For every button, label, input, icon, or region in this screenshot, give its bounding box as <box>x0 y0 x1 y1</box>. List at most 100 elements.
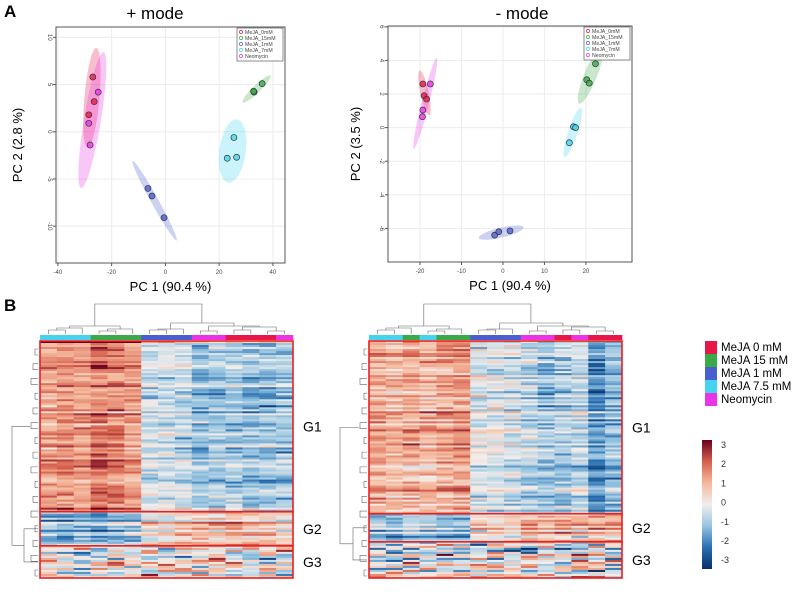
heatmap-cell <box>436 427 454 430</box>
heatmap-cell <box>554 565 572 569</box>
heatmap-cell <box>191 489 209 492</box>
heatmap-cell <box>571 461 589 464</box>
data-point <box>144 185 152 192</box>
heatmap-cell <box>73 563 91 567</box>
heatmap-cell <box>276 447 294 450</box>
heatmap-cell <box>174 397 193 400</box>
heatmap-cell <box>174 497 193 500</box>
heatmap-cell <box>554 369 572 372</box>
heatmap-cell <box>385 417 404 420</box>
heatmap-cell <box>487 499 505 502</box>
heatmap-cell <box>191 399 209 402</box>
heatmap-cell <box>385 521 404 525</box>
heatmap-cell <box>605 371 623 374</box>
heatmap-cell <box>503 361 522 364</box>
data-point <box>223 154 231 162</box>
heatmap-cell <box>436 515 454 519</box>
heatmap-cell <box>141 429 159 432</box>
heatmap-cell <box>225 519 243 523</box>
heatmap-cell <box>174 411 193 414</box>
heatmap-cell <box>73 471 91 474</box>
y-tick-label: 0 <box>378 126 384 130</box>
heatmap-cell <box>242 389 260 392</box>
heatmap-cell <box>369 553 387 557</box>
data-point <box>233 153 240 161</box>
heatmap-cell <box>276 503 294 506</box>
heatmap-cell <box>191 349 209 352</box>
heatmap-cell <box>107 385 125 388</box>
heatmap-cell <box>503 387 522 390</box>
row-dendrogram-branch <box>30 378 38 385</box>
heatmap-cell <box>90 457 108 460</box>
heatmap-cell <box>242 425 260 428</box>
heatmap-cell <box>369 495 387 498</box>
heatmap-cell <box>537 471 555 474</box>
heatmap-cell <box>520 423 538 426</box>
heatmap-cell <box>554 427 572 430</box>
heatmap-cell <box>225 455 243 458</box>
heatmap-cell <box>141 423 159 426</box>
heatmap-cell <box>40 567 58 571</box>
heatmap-cell <box>436 457 454 460</box>
heatmap-cell <box>554 539 572 543</box>
heatmap-cell <box>487 553 505 557</box>
heatmap-cell <box>40 469 58 472</box>
heatmap-cell <box>107 555 125 559</box>
heatmap-cell <box>242 549 260 553</box>
heatmap-cell <box>369 561 387 565</box>
heatmap-cell <box>503 425 522 428</box>
heatmap-cell <box>487 531 505 535</box>
heatmap-cell <box>208 519 226 523</box>
heatmap-cell <box>225 505 243 509</box>
heatmap-cell <box>537 387 555 390</box>
heatmap-cell <box>276 363 294 366</box>
heatmap-cell <box>158 461 176 464</box>
heatmap-cell <box>453 557 471 561</box>
heatmap-cell <box>276 451 294 454</box>
heatmap-cell <box>174 435 193 438</box>
heatmap-cell <box>208 497 226 500</box>
heatmap-cell <box>124 531 142 535</box>
heatmap-cell <box>537 389 555 392</box>
heatmap-cell <box>276 369 294 372</box>
heatmap-cell <box>158 527 176 531</box>
heatmap-cell <box>158 523 176 527</box>
heatmap-cell <box>487 393 505 396</box>
heatmap-cell <box>40 431 58 434</box>
heatmap-cell <box>208 507 226 511</box>
heatmap-cell <box>503 391 522 394</box>
heatmap-cell <box>107 543 125 547</box>
heatmap-cell <box>470 573 488 577</box>
heatmap-cell <box>453 397 471 400</box>
heatmap-cell <box>191 433 209 436</box>
column-group-bar <box>141 335 159 340</box>
heatmap-cell <box>141 347 159 350</box>
heatmap-cell <box>174 447 193 450</box>
heatmap-cell <box>141 509 159 513</box>
heatmap-cell <box>90 517 108 521</box>
heatmap-cell <box>369 551 387 555</box>
legend-swatch <box>705 367 717 380</box>
heatmap-cell <box>470 469 488 472</box>
heatmap-cell <box>605 521 623 525</box>
heatmap-cell <box>402 547 420 551</box>
heatmap-cell <box>225 439 243 442</box>
heatmap-cell <box>208 479 226 482</box>
heatmap-cell <box>453 481 471 484</box>
heatmap-cell <box>158 433 176 436</box>
heatmap-cell <box>107 489 125 492</box>
heatmap-cell <box>40 389 58 392</box>
heatmap-cell <box>503 497 522 500</box>
heatmap-cell <box>90 477 108 480</box>
heatmap-cell <box>56 433 75 436</box>
heatmap-cell <box>107 491 125 494</box>
heatmap-cell <box>141 571 159 575</box>
heatmap-cell <box>520 511 538 515</box>
heatmap-cell <box>605 451 623 454</box>
heatmap-cell <box>141 461 159 464</box>
heatmap-cell <box>56 423 75 426</box>
heatmap-cell <box>259 357 277 360</box>
heatmap-cell <box>554 341 572 344</box>
heatmap-cell <box>141 513 159 517</box>
heatmap-cell <box>40 515 58 519</box>
